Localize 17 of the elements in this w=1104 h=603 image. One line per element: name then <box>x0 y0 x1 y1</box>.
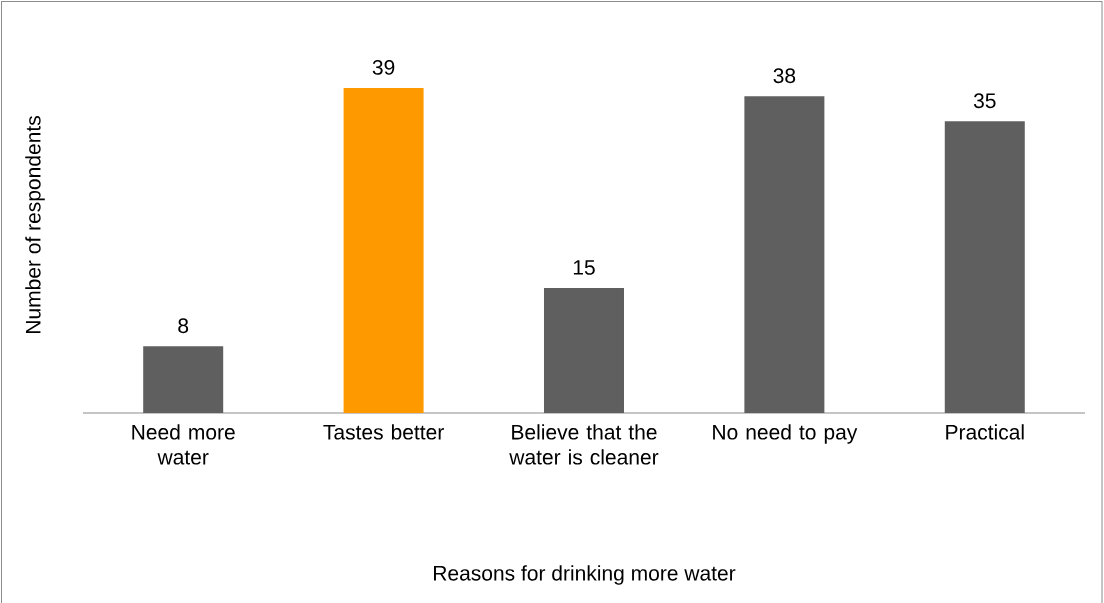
data-label: 39 <box>372 59 395 75</box>
x-tick-label: Tastes better <box>323 424 444 440</box>
x-axis-title: Reasons for drinking more water <box>434 565 736 585</box>
x-tick-label: Need more water <box>132 424 235 465</box>
y-axis-title: Number of respondents <box>25 116 45 333</box>
x-tick-label: Believe that the water is cleaner <box>509 424 659 465</box>
bar <box>744 96 825 413</box>
data-label: 38 <box>773 68 796 84</box>
bar <box>143 346 224 413</box>
data-label: 8 <box>178 318 189 334</box>
bar <box>343 88 424 413</box>
x-tick-label: Practical <box>946 424 1024 440</box>
x-tick-label: No need to pay <box>713 424 858 444</box>
data-label: 15 <box>573 260 595 275</box>
bar <box>543 288 624 413</box>
bar <box>944 121 1025 413</box>
data-label: 35 <box>973 93 996 109</box>
